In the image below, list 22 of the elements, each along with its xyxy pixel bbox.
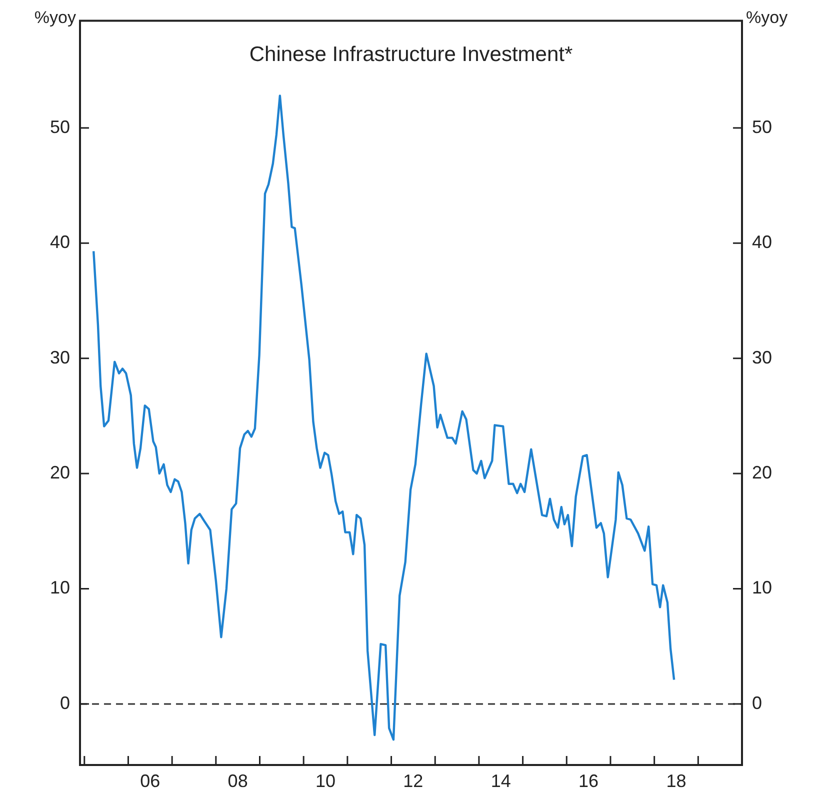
- y-tick-label: 30: [50, 347, 70, 368]
- x-tick-label: 08: [228, 770, 248, 791]
- y2-tick-label: 30: [752, 347, 772, 368]
- y-axis-title: %yoy: [34, 8, 76, 28]
- y-tick-label: 10: [50, 578, 70, 598]
- x-tick-label: 12: [403, 770, 424, 791]
- y2-tick-label: 40: [752, 232, 772, 252]
- x-tick-label: 10: [315, 770, 336, 791]
- x-tick-label: 06: [140, 770, 160, 791]
- y2-tick-label: 0: [752, 692, 762, 713]
- y-tick-label: 50: [50, 116, 70, 137]
- x-tick-label: 14: [490, 770, 511, 791]
- y-tick-label: 20: [50, 462, 70, 483]
- y2-axis-title: %yoy: [746, 8, 788, 28]
- y2-tick-label: 10: [752, 578, 772, 598]
- text: Chinese Infrastructure Investment*: [249, 43, 573, 66]
- y2-tick-label: 50: [752, 116, 772, 137]
- y2-tick-label: 20: [752, 462, 772, 483]
- x-tick-label: 16: [578, 770, 599, 791]
- y-tick-label: 40: [50, 232, 70, 252]
- y-tick-label: 0: [60, 692, 70, 713]
- x-tick-label: 18: [666, 770, 686, 791]
